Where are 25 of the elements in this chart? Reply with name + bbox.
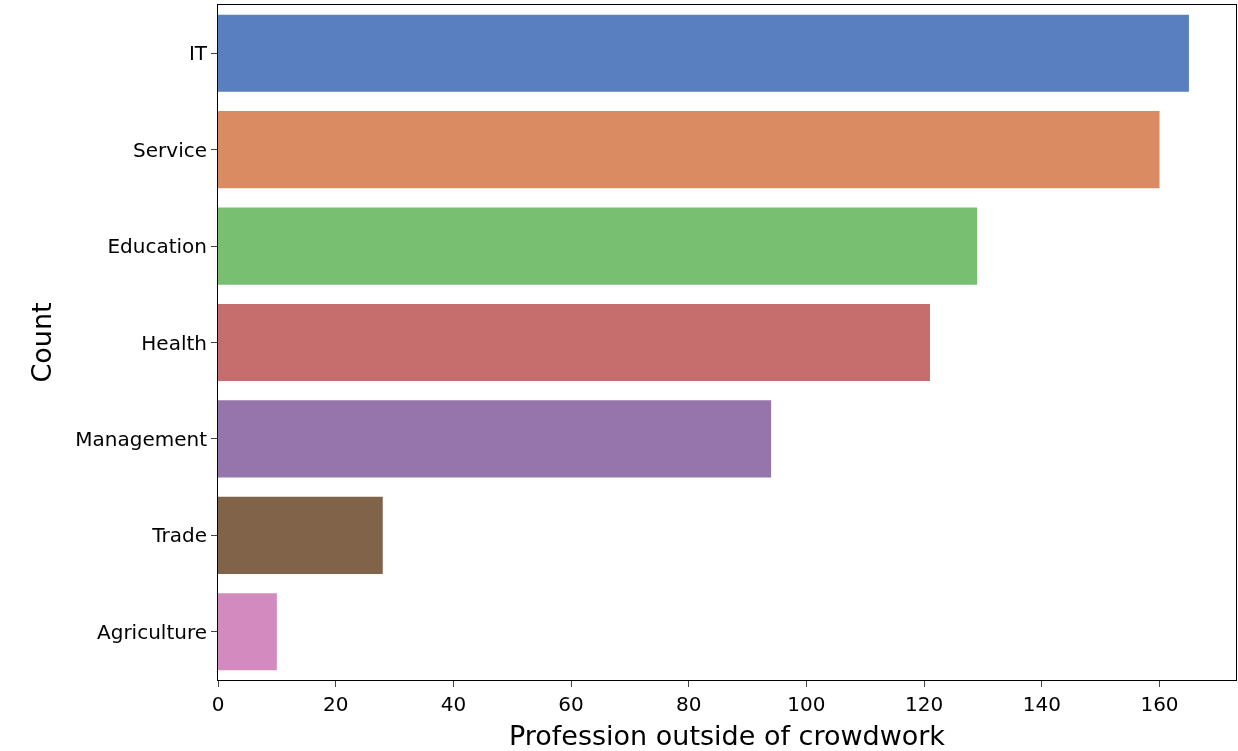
x-tick-label: 100 <box>787 692 826 716</box>
y-tick-label: IT <box>188 41 208 66</box>
x-tick-label: 40 <box>440 692 467 716</box>
bar <box>218 400 772 478</box>
y-tick-label: Trade <box>151 523 207 548</box>
y-tick-label: Education <box>107 234 207 259</box>
x-axis-title: Profession outside of crowdwork <box>509 720 946 751</box>
x-tick-label: 120 <box>905 692 944 716</box>
y-axis-title: Count <box>26 302 58 383</box>
bar <box>218 496 383 574</box>
y-tick-label: Management <box>75 426 208 451</box>
x-tick-label: 60 <box>558 692 584 716</box>
x-tick-label: 160 <box>1140 692 1179 716</box>
x-tick-label: 0 <box>211 692 225 716</box>
bar <box>218 207 978 285</box>
x-tick-label: 80 <box>676 692 702 716</box>
bar <box>218 303 931 382</box>
x-tick-label: 140 <box>1022 692 1061 716</box>
y-tick-label: Agriculture <box>97 619 207 644</box>
bar <box>218 14 1189 92</box>
bar <box>218 593 277 671</box>
y-tick-label: Health <box>141 330 207 355</box>
y-tick-label: Service <box>133 137 207 162</box>
x-tick-label: 20 <box>322 692 349 716</box>
bar <box>218 111 1160 189</box>
